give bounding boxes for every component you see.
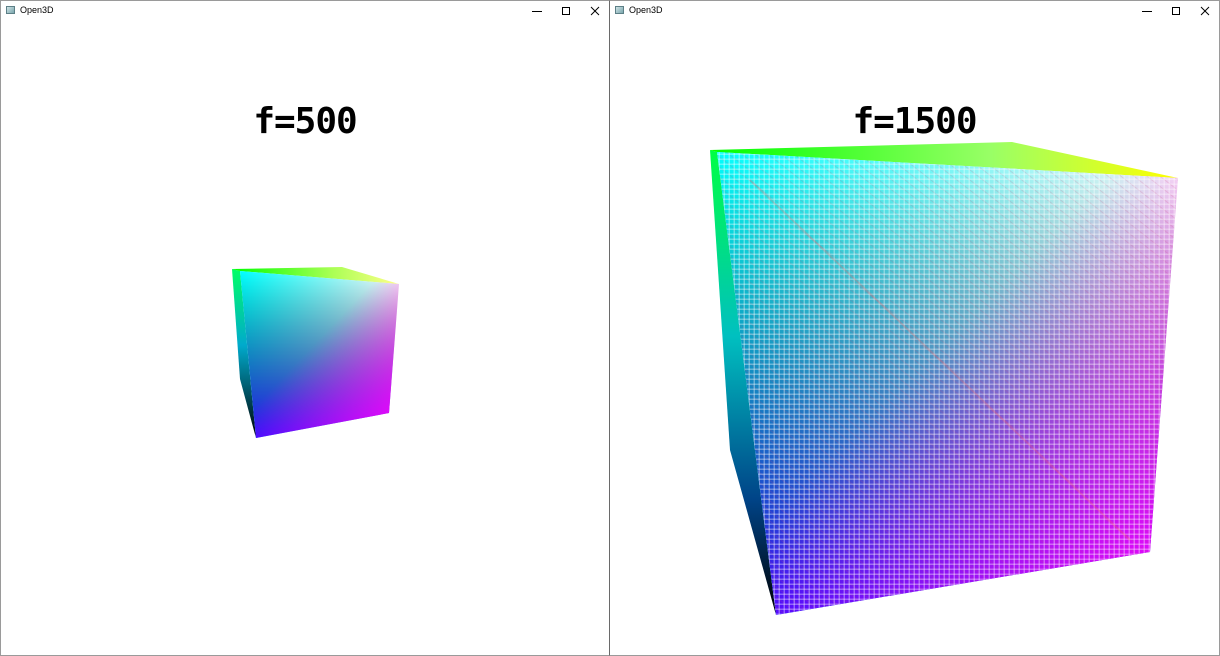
- maximize-button[interactable]: [551, 1, 580, 20]
- open3d-window-left[interactable]: Open3D: [0, 0, 610, 656]
- maximize-icon: [561, 6, 570, 15]
- close-button[interactable]: [580, 1, 609, 20]
- minimize-icon: [531, 10, 542, 12]
- point-cloud-cube-small: [232, 267, 399, 438]
- open3d-app-icon: [615, 6, 624, 14]
- title-bar[interactable]: Open3D: [1, 1, 609, 20]
- maximize-icon: [1171, 6, 1180, 15]
- window-title: Open3D: [20, 5, 54, 15]
- focal-length-label: f=1500: [852, 101, 977, 142]
- minimize-icon: [1141, 10, 1152, 12]
- open3d-app-icon: [6, 6, 15, 14]
- focal-length-label: f=500: [253, 101, 357, 142]
- open3d-window-right[interactable]: Open3D: [609, 0, 1220, 656]
- minimize-button[interactable]: [522, 1, 551, 20]
- point-cloud-cube-large: [710, 142, 1178, 615]
- 3d-viewport[interactable]: f=1500: [610, 20, 1219, 655]
- close-icon: [1200, 6, 1209, 15]
- close-icon: [590, 6, 599, 15]
- title-bar[interactable]: Open3D: [610, 1, 1219, 20]
- window-title: Open3D: [629, 5, 663, 15]
- minimize-button[interactable]: [1132, 1, 1161, 20]
- 3d-viewport[interactable]: f=500: [1, 20, 609, 655]
- maximize-button[interactable]: [1161, 1, 1190, 20]
- close-button[interactable]: [1190, 1, 1219, 20]
